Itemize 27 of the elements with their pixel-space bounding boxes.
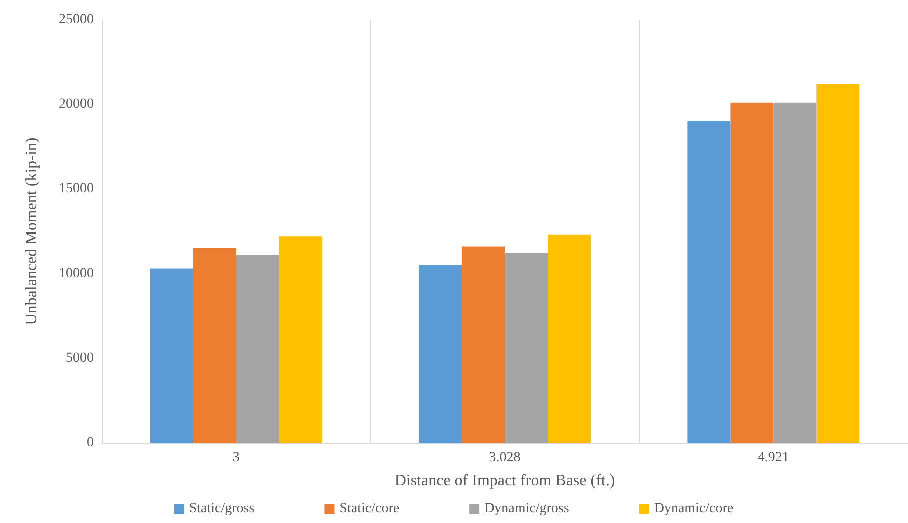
x-tick-label: 4.921 [758,450,790,466]
y-tick-label: 0 [87,436,94,450]
y-axis-title: Unbalanced Moment (kip-in) [24,138,40,326]
bar [816,84,860,443]
bar [193,248,236,443]
y-tick-label: 20000 [59,97,94,112]
bar [774,102,817,443]
legend-label: Static/core [340,502,400,516]
bar [236,255,280,443]
bar [688,122,731,443]
y-tick-label: 5000 [66,350,94,366]
legend-label: Dynamic/core [654,502,734,516]
bar [462,246,505,443]
bar [150,268,194,443]
y-tick-label: 25000 [59,12,94,28]
legend-label: Static/gross [189,502,255,516]
y-tick-label: 15000 [59,182,94,197]
bar [730,102,774,443]
bar [419,265,462,443]
bar [505,253,548,443]
bar [548,234,591,443]
x-tick-label: 3.028 [489,450,521,466]
legend-label: Dynamic/gross [484,502,570,516]
x-tick-label: 3 [232,450,240,466]
y-tick-label: 10000 [59,266,94,282]
x-axis-title: Distance of Impact from Base (ft.) [394,472,616,490]
bar [279,236,322,443]
